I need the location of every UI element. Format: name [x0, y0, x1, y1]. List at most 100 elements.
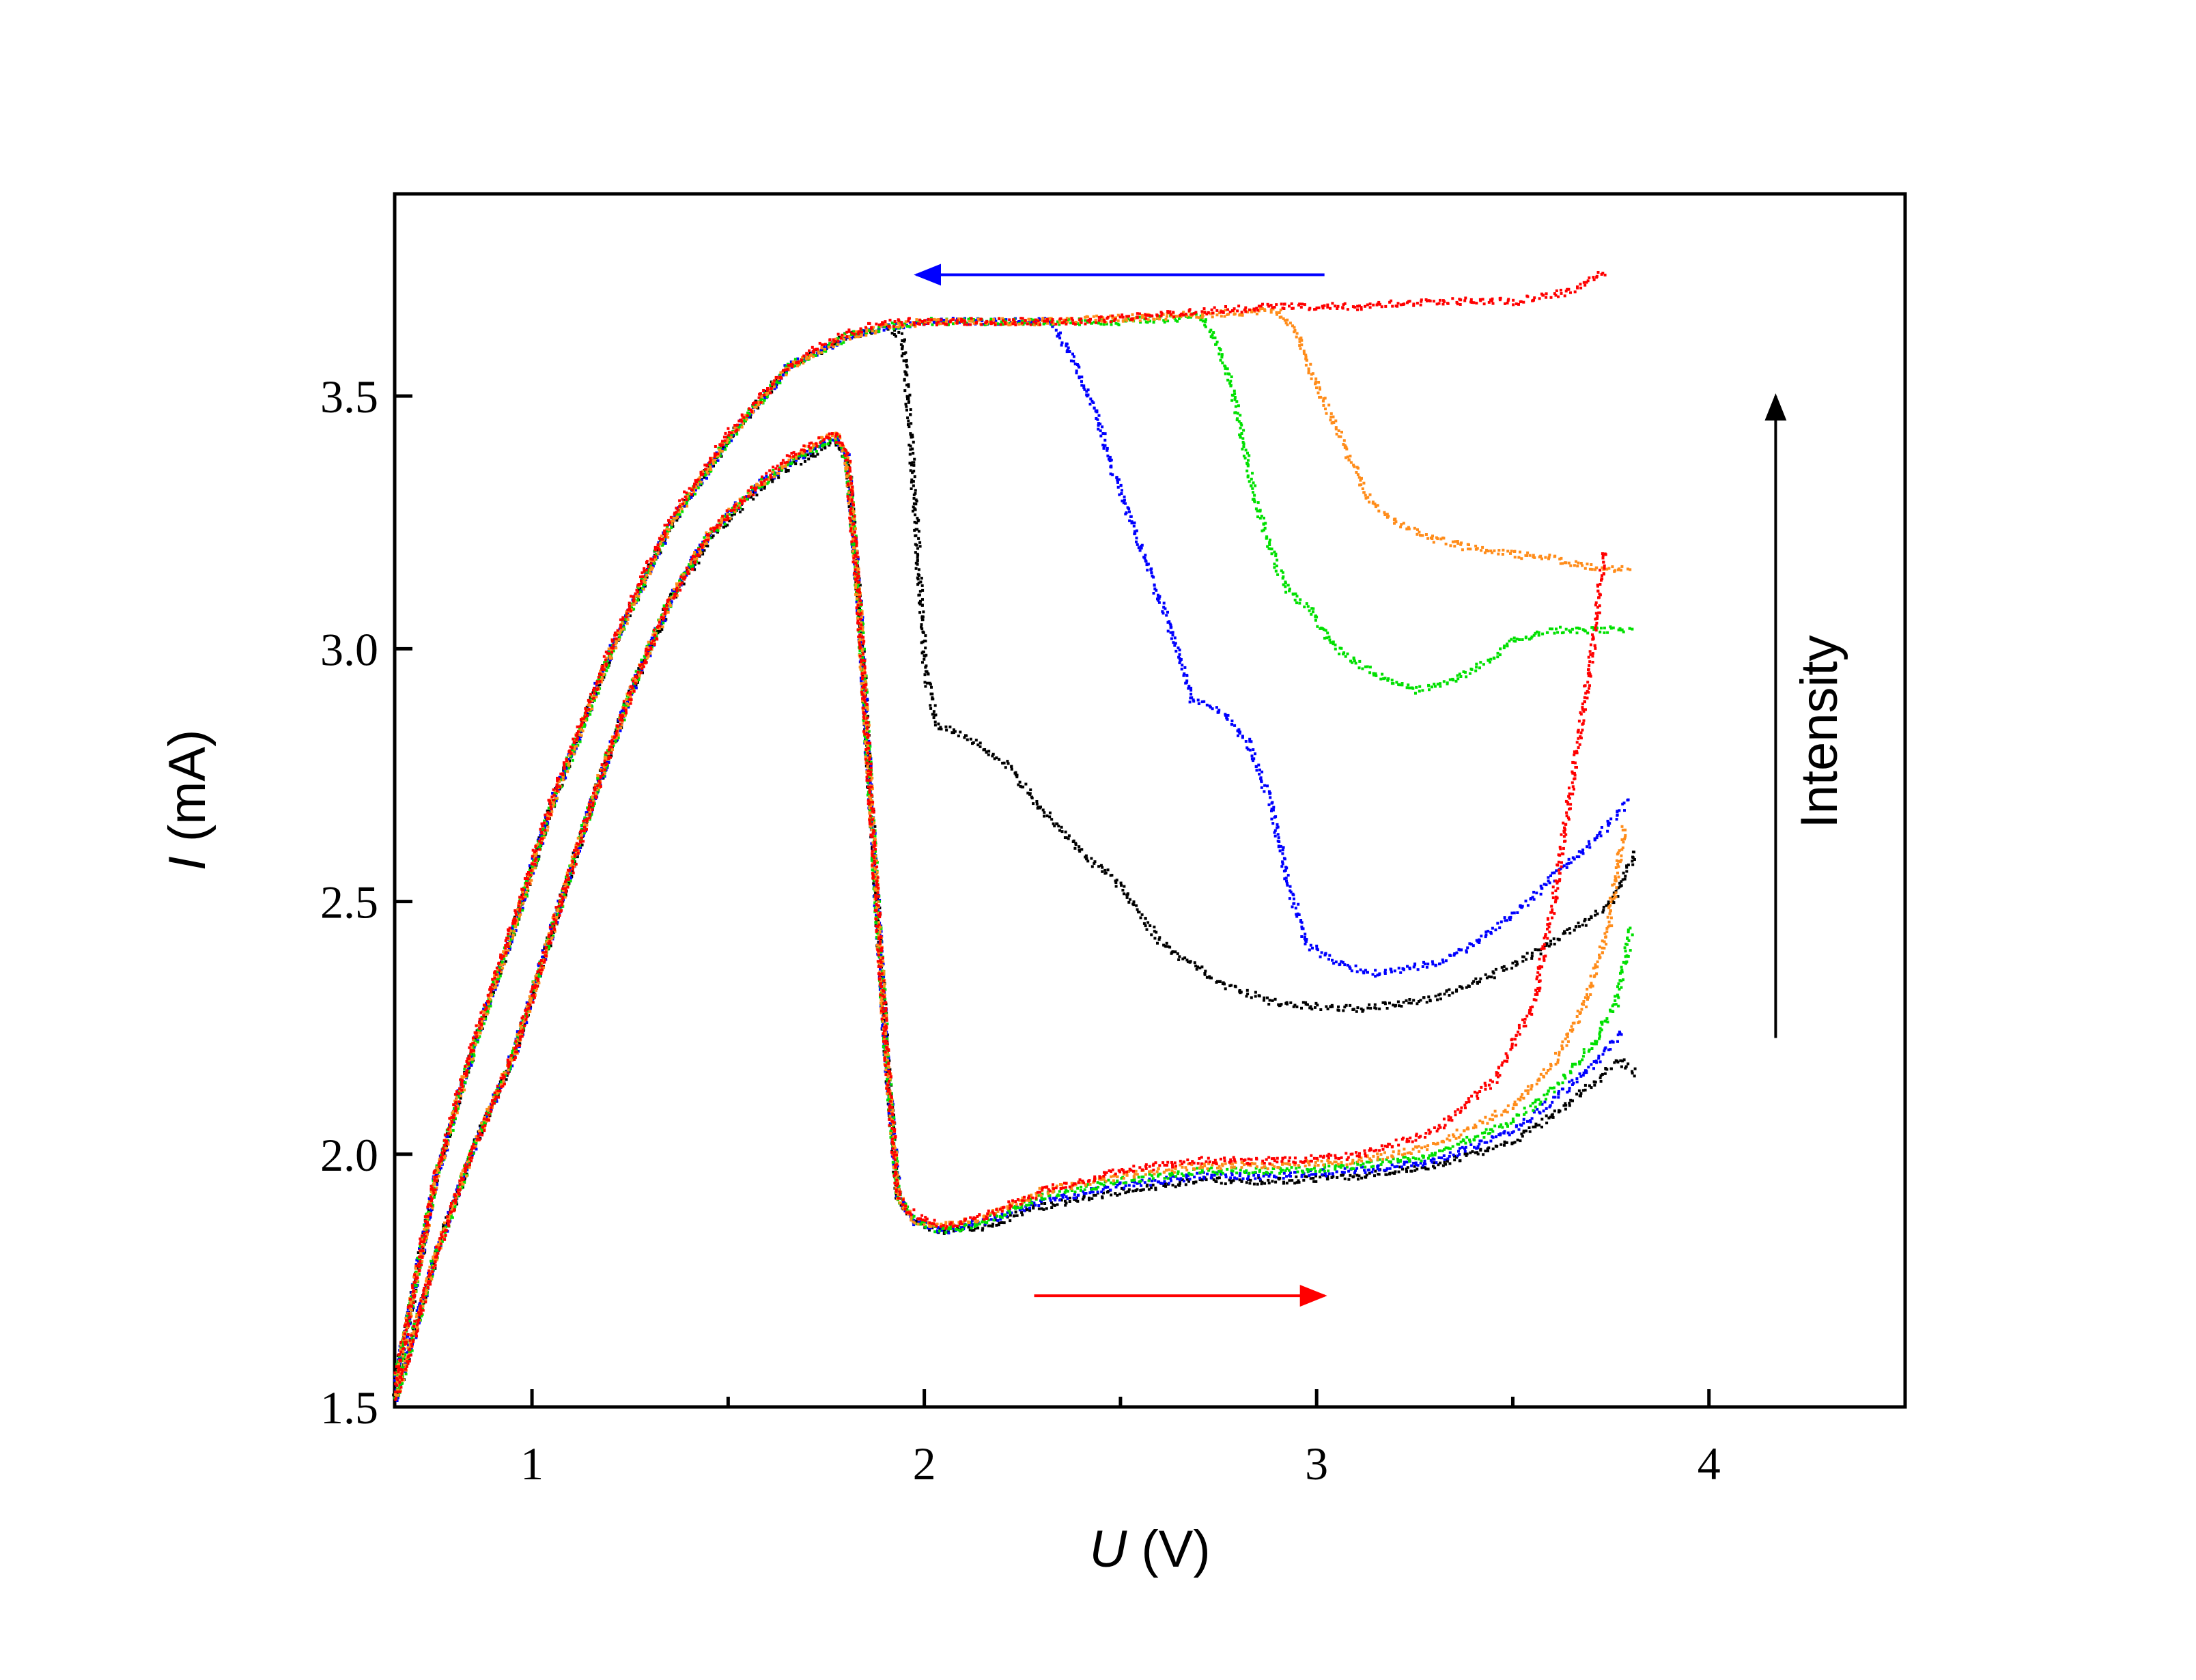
data-point	[1449, 954, 1452, 957]
data-point	[892, 333, 896, 336]
data-point	[1170, 1179, 1172, 1182]
data-point	[1558, 1109, 1561, 1112]
data-point	[1131, 902, 1135, 906]
data-point	[933, 720, 937, 724]
data-point	[873, 825, 877, 828]
data-point	[1616, 1033, 1620, 1036]
data-point	[1385, 1167, 1389, 1170]
data-point	[966, 738, 969, 741]
data-point	[847, 453, 851, 457]
data-point	[987, 750, 991, 753]
data-point	[495, 1100, 498, 1103]
data-point	[1506, 919, 1508, 922]
data-point	[912, 440, 915, 444]
data-point	[1376, 1165, 1379, 1168]
data-point	[634, 683, 638, 687]
data-point	[1291, 905, 1294, 909]
data-point	[860, 657, 863, 660]
data-point	[664, 542, 667, 545]
data-point	[904, 373, 907, 376]
data-point	[466, 1067, 470, 1070]
data-point	[1314, 1174, 1317, 1178]
data-point	[1566, 928, 1569, 931]
data-point	[1286, 883, 1289, 887]
data-point	[993, 757, 996, 760]
data-point	[1076, 1194, 1080, 1197]
data-point	[1602, 905, 1605, 909]
data-point	[427, 1209, 430, 1212]
data-point	[1072, 360, 1075, 362]
data-point	[824, 446, 827, 449]
data-point	[933, 704, 937, 707]
data-point	[1343, 963, 1347, 967]
data-point	[1424, 1167, 1428, 1171]
data-point	[1623, 809, 1626, 812]
data-point	[1563, 930, 1566, 933]
data-point	[1127, 1190, 1130, 1193]
data-point	[1162, 1182, 1165, 1185]
data-point	[1364, 1171, 1367, 1174]
data-point	[1485, 1141, 1489, 1144]
data-point	[1425, 1001, 1428, 1004]
data-point	[1271, 808, 1275, 812]
data-point	[888, 1059, 891, 1062]
data-point	[1494, 967, 1497, 971]
data-point	[1205, 1178, 1208, 1182]
data-point	[1475, 939, 1478, 942]
data-point	[1427, 995, 1431, 999]
data-point	[1322, 1168, 1325, 1171]
data-point	[1299, 919, 1303, 922]
data-point	[1360, 1176, 1364, 1180]
data-point	[560, 776, 563, 780]
data-point	[1276, 840, 1280, 843]
data-point	[1164, 944, 1167, 948]
data-point	[912, 493, 916, 496]
data-point	[1127, 1188, 1131, 1191]
data-point	[1068, 1200, 1071, 1203]
data-point	[1451, 991, 1454, 995]
data-point	[1019, 784, 1022, 788]
data-point	[979, 741, 982, 745]
data-point	[1039, 806, 1042, 809]
data-point	[905, 358, 908, 362]
data-point	[1478, 980, 1481, 984]
data-point	[909, 448, 912, 451]
data-point	[1443, 993, 1446, 996]
data-point	[1048, 1197, 1052, 1199]
data-point	[1150, 933, 1153, 937]
data-point	[1571, 1079, 1574, 1082]
data-point	[1238, 732, 1241, 735]
data-point	[866, 778, 869, 781]
data-point	[1018, 780, 1022, 784]
data-point	[1443, 1161, 1446, 1164]
data-point	[741, 508, 744, 511]
data-point	[1510, 911, 1514, 915]
data-point	[701, 548, 704, 551]
data-point	[1171, 1184, 1174, 1187]
data-point	[1573, 928, 1576, 932]
data-point	[407, 1343, 410, 1347]
data-point	[919, 580, 923, 584]
data-point	[1203, 973, 1207, 976]
data-point	[839, 340, 842, 343]
data-point	[923, 657, 926, 661]
data-point	[1505, 1141, 1508, 1144]
data-point	[921, 661, 924, 664]
data-point	[1028, 1209, 1032, 1212]
data-point	[1035, 800, 1039, 803]
data-point	[881, 1024, 884, 1027]
data-point	[1484, 930, 1488, 934]
data-point	[1286, 1002, 1289, 1006]
data-point	[1519, 905, 1522, 908]
data-point	[1572, 1081, 1575, 1085]
data-point	[1578, 925, 1581, 928]
data-point	[1383, 969, 1387, 972]
data-point	[1021, 1213, 1024, 1216]
data-point	[1114, 1192, 1117, 1195]
data-point	[643, 584, 647, 588]
data-point	[1109, 472, 1112, 476]
data-point	[1139, 1188, 1142, 1192]
data-point	[682, 499, 686, 502]
data-point	[1037, 1204, 1041, 1207]
data-point	[703, 476, 706, 479]
